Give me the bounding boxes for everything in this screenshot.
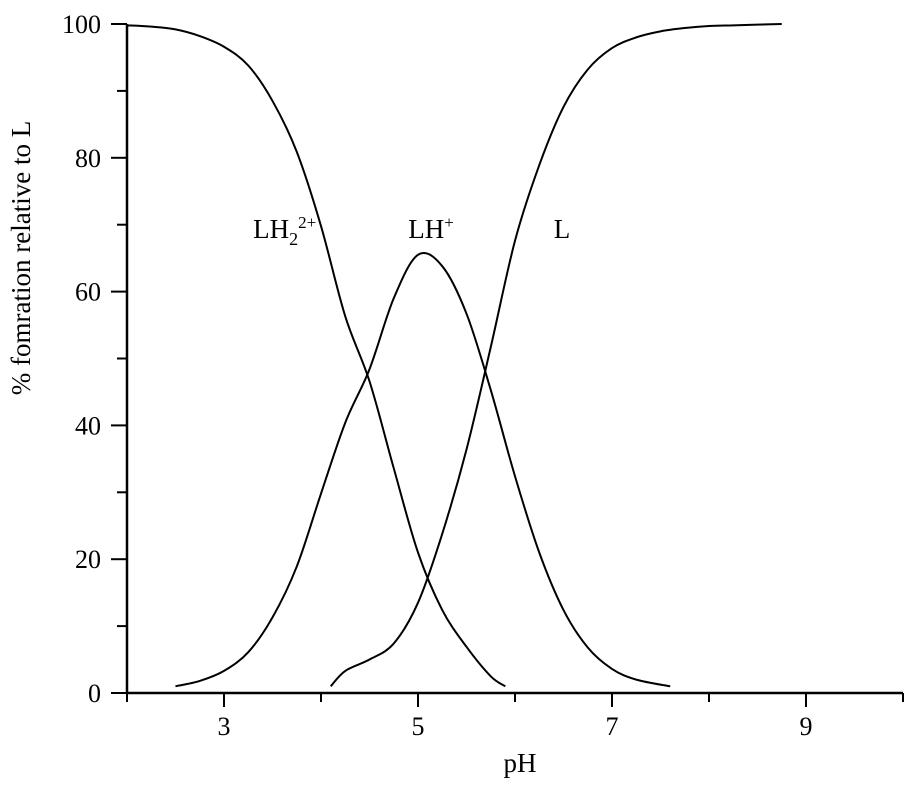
x-tick-label: 5 [412, 712, 425, 741]
y-tick-label: 0 [88, 679, 101, 708]
curves-layer [126, 23, 782, 688]
y-tick-label: 60 [75, 278, 101, 307]
labels-layer: LH22+ LH+ L [253, 213, 570, 249]
y-tick-label: 40 [75, 411, 101, 440]
y-tick-label: 80 [75, 144, 101, 173]
l-curve-label: L [554, 214, 571, 244]
ticks-layer: 3 5 7 9 0 20 40 60 80 100 [62, 10, 904, 741]
x-axis-title: pH [504, 748, 537, 778]
y-tick-label: 100 [62, 10, 101, 39]
x-tick-label: 3 [218, 712, 231, 741]
x-tick-label: 9 [800, 712, 813, 741]
y-tick-label: 20 [75, 545, 101, 574]
l-curve [329, 23, 782, 687]
lh-curve [175, 251, 671, 688]
y-axis-title: % fomration relative to L [6, 121, 36, 395]
plot-frame [125, 24, 903, 695]
lh2-curve-label: LH22+ [253, 213, 316, 249]
lh-curve-label: LH+ [408, 213, 454, 244]
lh2-curve [126, 24, 506, 688]
x-tick-label: 7 [606, 712, 619, 741]
